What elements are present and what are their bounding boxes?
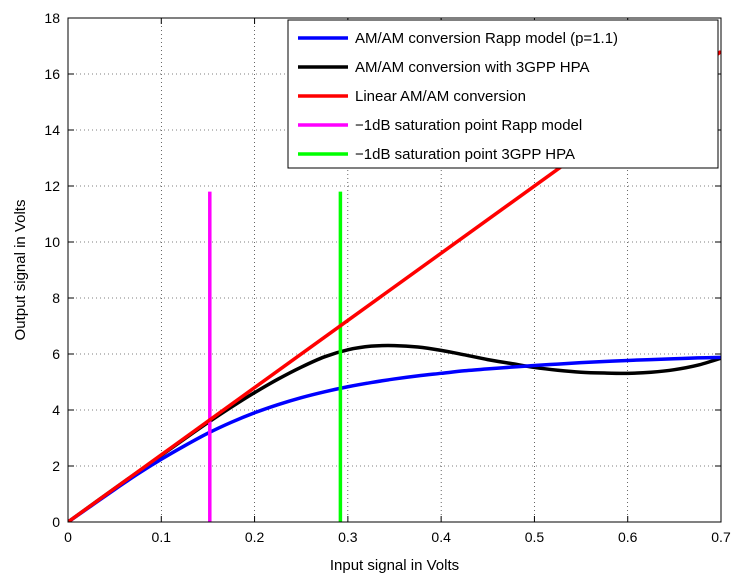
y-tick-label: 14 [44, 122, 60, 138]
x-tick-label: 0.3 [338, 529, 358, 545]
axis-ticks: 0 0.1 0.2 0.3 0.4 0.5 0.6 0.7 0 2 4 6 8 10 12 14 16 18 [44, 10, 731, 545]
legend-label: −1dB saturation point Rapp model [355, 117, 582, 134]
y-tick-label: 2 [52, 458, 60, 474]
legend: AM/AM conversion Rapp model (p=1.1) AM/AM… [287, 19, 719, 169]
legend-item: −1dB saturation point Rapp model [298, 117, 582, 134]
x-tick-label: 0 [64, 529, 72, 545]
y-tick-label: 12 [44, 178, 60, 194]
y-tick-label: 16 [44, 66, 60, 82]
legend-item: AM/AM conversion with 3GPP HPA [298, 59, 590, 76]
legend-label: −1dB saturation point 3GPP HPA [355, 146, 575, 163]
x-tick-label: 0.6 [618, 529, 638, 545]
y-axis-label: Output signal in Volts [12, 200, 29, 341]
y-tick-label: 6 [52, 346, 60, 362]
y-tick-label: 10 [44, 234, 60, 250]
series-line-1 [68, 343, 721, 522]
legend-item: −1dB saturation point 3GPP HPA [298, 146, 575, 163]
x-tick-label: 0.2 [245, 529, 265, 545]
y-tick-label: 0 [52, 514, 60, 530]
x-tick-label: 0.1 [152, 529, 172, 545]
x-tick-label: 0.7 [711, 529, 731, 545]
series-line-0 [68, 355, 721, 522]
axes-frame [67, 17, 722, 523]
legend-item: AM/AM conversion Rapp model (p=1.1) [298, 30, 618, 47]
x-tick-label: 0.5 [525, 529, 545, 545]
legend-label: AM/AM conversion Rapp model (p=1.1) [355, 30, 618, 47]
legend-label: Linear AM/AM conversion [355, 88, 526, 105]
y-tick-label: 4 [52, 402, 60, 418]
y-tick-label: 8 [52, 290, 60, 306]
legend-item: Linear AM/AM conversion [298, 88, 526, 105]
legend-box [287, 19, 719, 169]
x-axis-label: Input signal in Volts [330, 557, 459, 574]
legend-label: AM/AM conversion with 3GPP HPA [355, 59, 590, 76]
y-tick-label: 18 [44, 10, 60, 26]
x-tick-label: 0.4 [431, 529, 451, 545]
